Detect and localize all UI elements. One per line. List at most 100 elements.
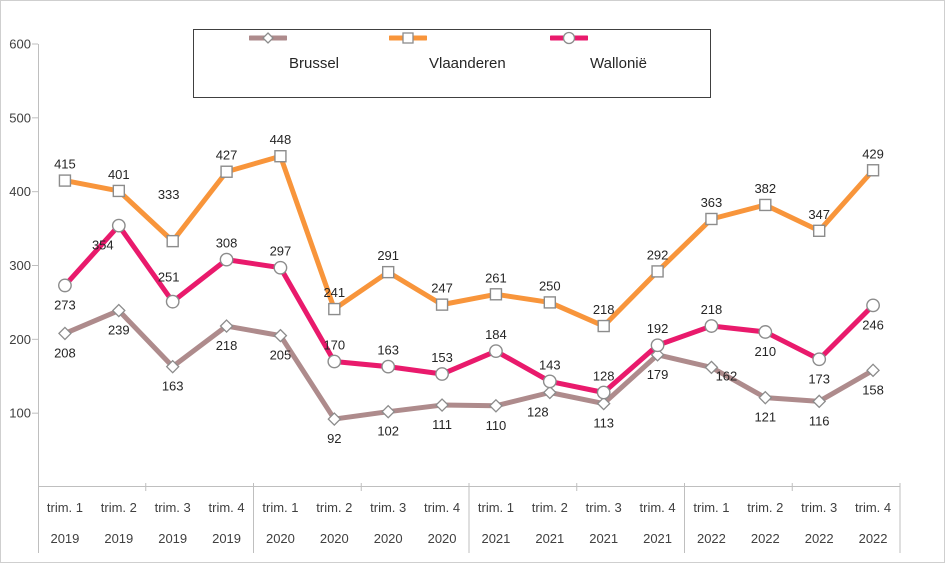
legend-item-wallonie: Wallonië [550, 30, 647, 97]
data-point-marker [328, 302, 341, 316]
data-point-marker [651, 265, 664, 278]
data-point-label: 163 [162, 379, 184, 394]
y-axis-tick-label: 300 [9, 258, 31, 273]
data-point-label: 163 [377, 343, 399, 358]
data-point-marker [58, 326, 72, 341]
vlaanderen-line-sample-icon [389, 32, 427, 72]
legend-item-vlaanderen: Vlaanderen [389, 30, 506, 97]
data-point-marker [758, 390, 773, 405]
data-point-marker [274, 150, 287, 163]
x-axis-year-label: 2022 [859, 531, 888, 546]
x-axis-year-label: 2022 [697, 531, 726, 546]
x-axis-quarter-label: trim. 3 [370, 500, 406, 515]
data-point-marker [273, 260, 288, 275]
data-point-marker [489, 398, 503, 413]
data-point-marker [650, 347, 665, 362]
data-point-label: 291 [377, 248, 399, 263]
x-axis-quarter-label: trim. 1 [47, 500, 83, 515]
data-point-marker [650, 338, 665, 353]
data-point-marker [596, 385, 611, 400]
chart-legend: Brussel Vlaanderen Wallonië [193, 29, 711, 98]
data-point-marker [704, 360, 719, 375]
data-point-marker [165, 294, 180, 309]
data-point-label: 273 [54, 297, 76, 312]
square-marker-icon [402, 32, 414, 44]
legend-label-vlaanderen: Vlaanderen [429, 55, 506, 72]
x-axis-quarter-label: trim. 4 [855, 500, 891, 515]
data-point-label: 205 [270, 348, 292, 363]
data-point-label: 179 [647, 367, 669, 382]
data-point-label: 208 [54, 345, 76, 360]
x-axis-year-label: 2021 [589, 531, 618, 546]
x-axis-quarter-label: trim. 4 [209, 500, 245, 515]
y-axis-tick-label: 100 [9, 406, 31, 421]
x-axis-quarter-label: trim. 2 [316, 500, 352, 515]
x-axis-year-label: 2022 [751, 531, 780, 546]
data-point-marker [219, 252, 234, 267]
data-point-label: 427 [216, 148, 238, 163]
data-point-label: 110 [486, 418, 507, 433]
wallonie-line-sample-icon [550, 31, 588, 72]
x-axis-quarter-label: trim. 1 [693, 500, 729, 515]
data-point-marker [489, 344, 503, 359]
data-point-label: 347 [808, 207, 830, 222]
vlaanderen-legend-glyph-icon [389, 32, 427, 44]
data-point-marker [435, 298, 449, 311]
data-point-label: 297 [270, 244, 292, 259]
diamond-marker-icon [262, 32, 274, 44]
data-point-marker [111, 303, 126, 318]
data-point-marker [381, 265, 395, 279]
data-point-marker [435, 367, 449, 381]
data-point-label: 363 [701, 195, 723, 210]
data-point-label: 448 [270, 132, 292, 147]
data-point-label: 250 [539, 278, 561, 293]
x-axis-year-label: 2020 [266, 531, 295, 546]
data-point-marker [758, 325, 773, 339]
x-axis-quarter-label: trim. 1 [262, 500, 298, 515]
y-axis-tick-label: 400 [9, 184, 31, 199]
data-point-marker [327, 354, 342, 369]
data-point-label: 192 [647, 321, 669, 336]
x-axis-quarter-label: trim. 3 [586, 500, 622, 515]
x-axis-year-label: 2019 [212, 531, 241, 546]
data-point-marker [219, 319, 234, 333]
circle-marker-icon [562, 31, 576, 45]
data-point-label: 218 [593, 302, 615, 317]
legend-label-brussel: Brussel [289, 55, 340, 72]
data-point-label: 401 [108, 167, 130, 182]
data-point-label: 170 [323, 337, 345, 352]
data-point-label: 121 [754, 410, 776, 425]
data-point-label: 162 [716, 368, 738, 383]
data-point-label: 239 [108, 323, 130, 338]
data-point-marker [542, 385, 557, 400]
data-point-marker [812, 394, 827, 409]
data-point-marker [597, 319, 610, 333]
data-point-label: 415 [54, 157, 76, 172]
data-point-marker [812, 352, 827, 367]
x-axis-year-label: 2019 [104, 531, 133, 546]
data-point-label: 241 [323, 285, 345, 300]
data-point-marker [812, 224, 826, 237]
x-axis-year-label: 2020 [374, 531, 403, 546]
data-point-marker [381, 404, 396, 419]
data-point-marker [543, 296, 557, 309]
data-point-marker [866, 298, 880, 313]
x-axis-year-label: 2021 [481, 531, 510, 546]
x-axis-quarter-label: trim. 4 [640, 500, 676, 515]
data-point-label: 184 [485, 327, 507, 342]
data-point-marker [596, 396, 611, 411]
data-point-marker [166, 234, 179, 248]
y-axis-tick-label: 600 [9, 37, 31, 52]
brussel-line-sample-icon [249, 32, 287, 72]
x-axis-year-label: 2019 [158, 531, 187, 546]
x-axis-year-label: 2020 [320, 531, 349, 546]
data-point-marker [327, 412, 342, 426]
data-point-marker [489, 288, 503, 301]
data-point-marker [704, 319, 719, 333]
x-axis-quarter-label: trim. 2 [747, 500, 783, 515]
data-point-label: 429 [862, 146, 884, 161]
data-point-label: 246 [862, 317, 884, 332]
x-axis-quarter-label: trim. 2 [101, 500, 137, 515]
series-line-vlaanderen [62, 153, 876, 329]
x-axis-year-label: 2022 [805, 531, 834, 546]
